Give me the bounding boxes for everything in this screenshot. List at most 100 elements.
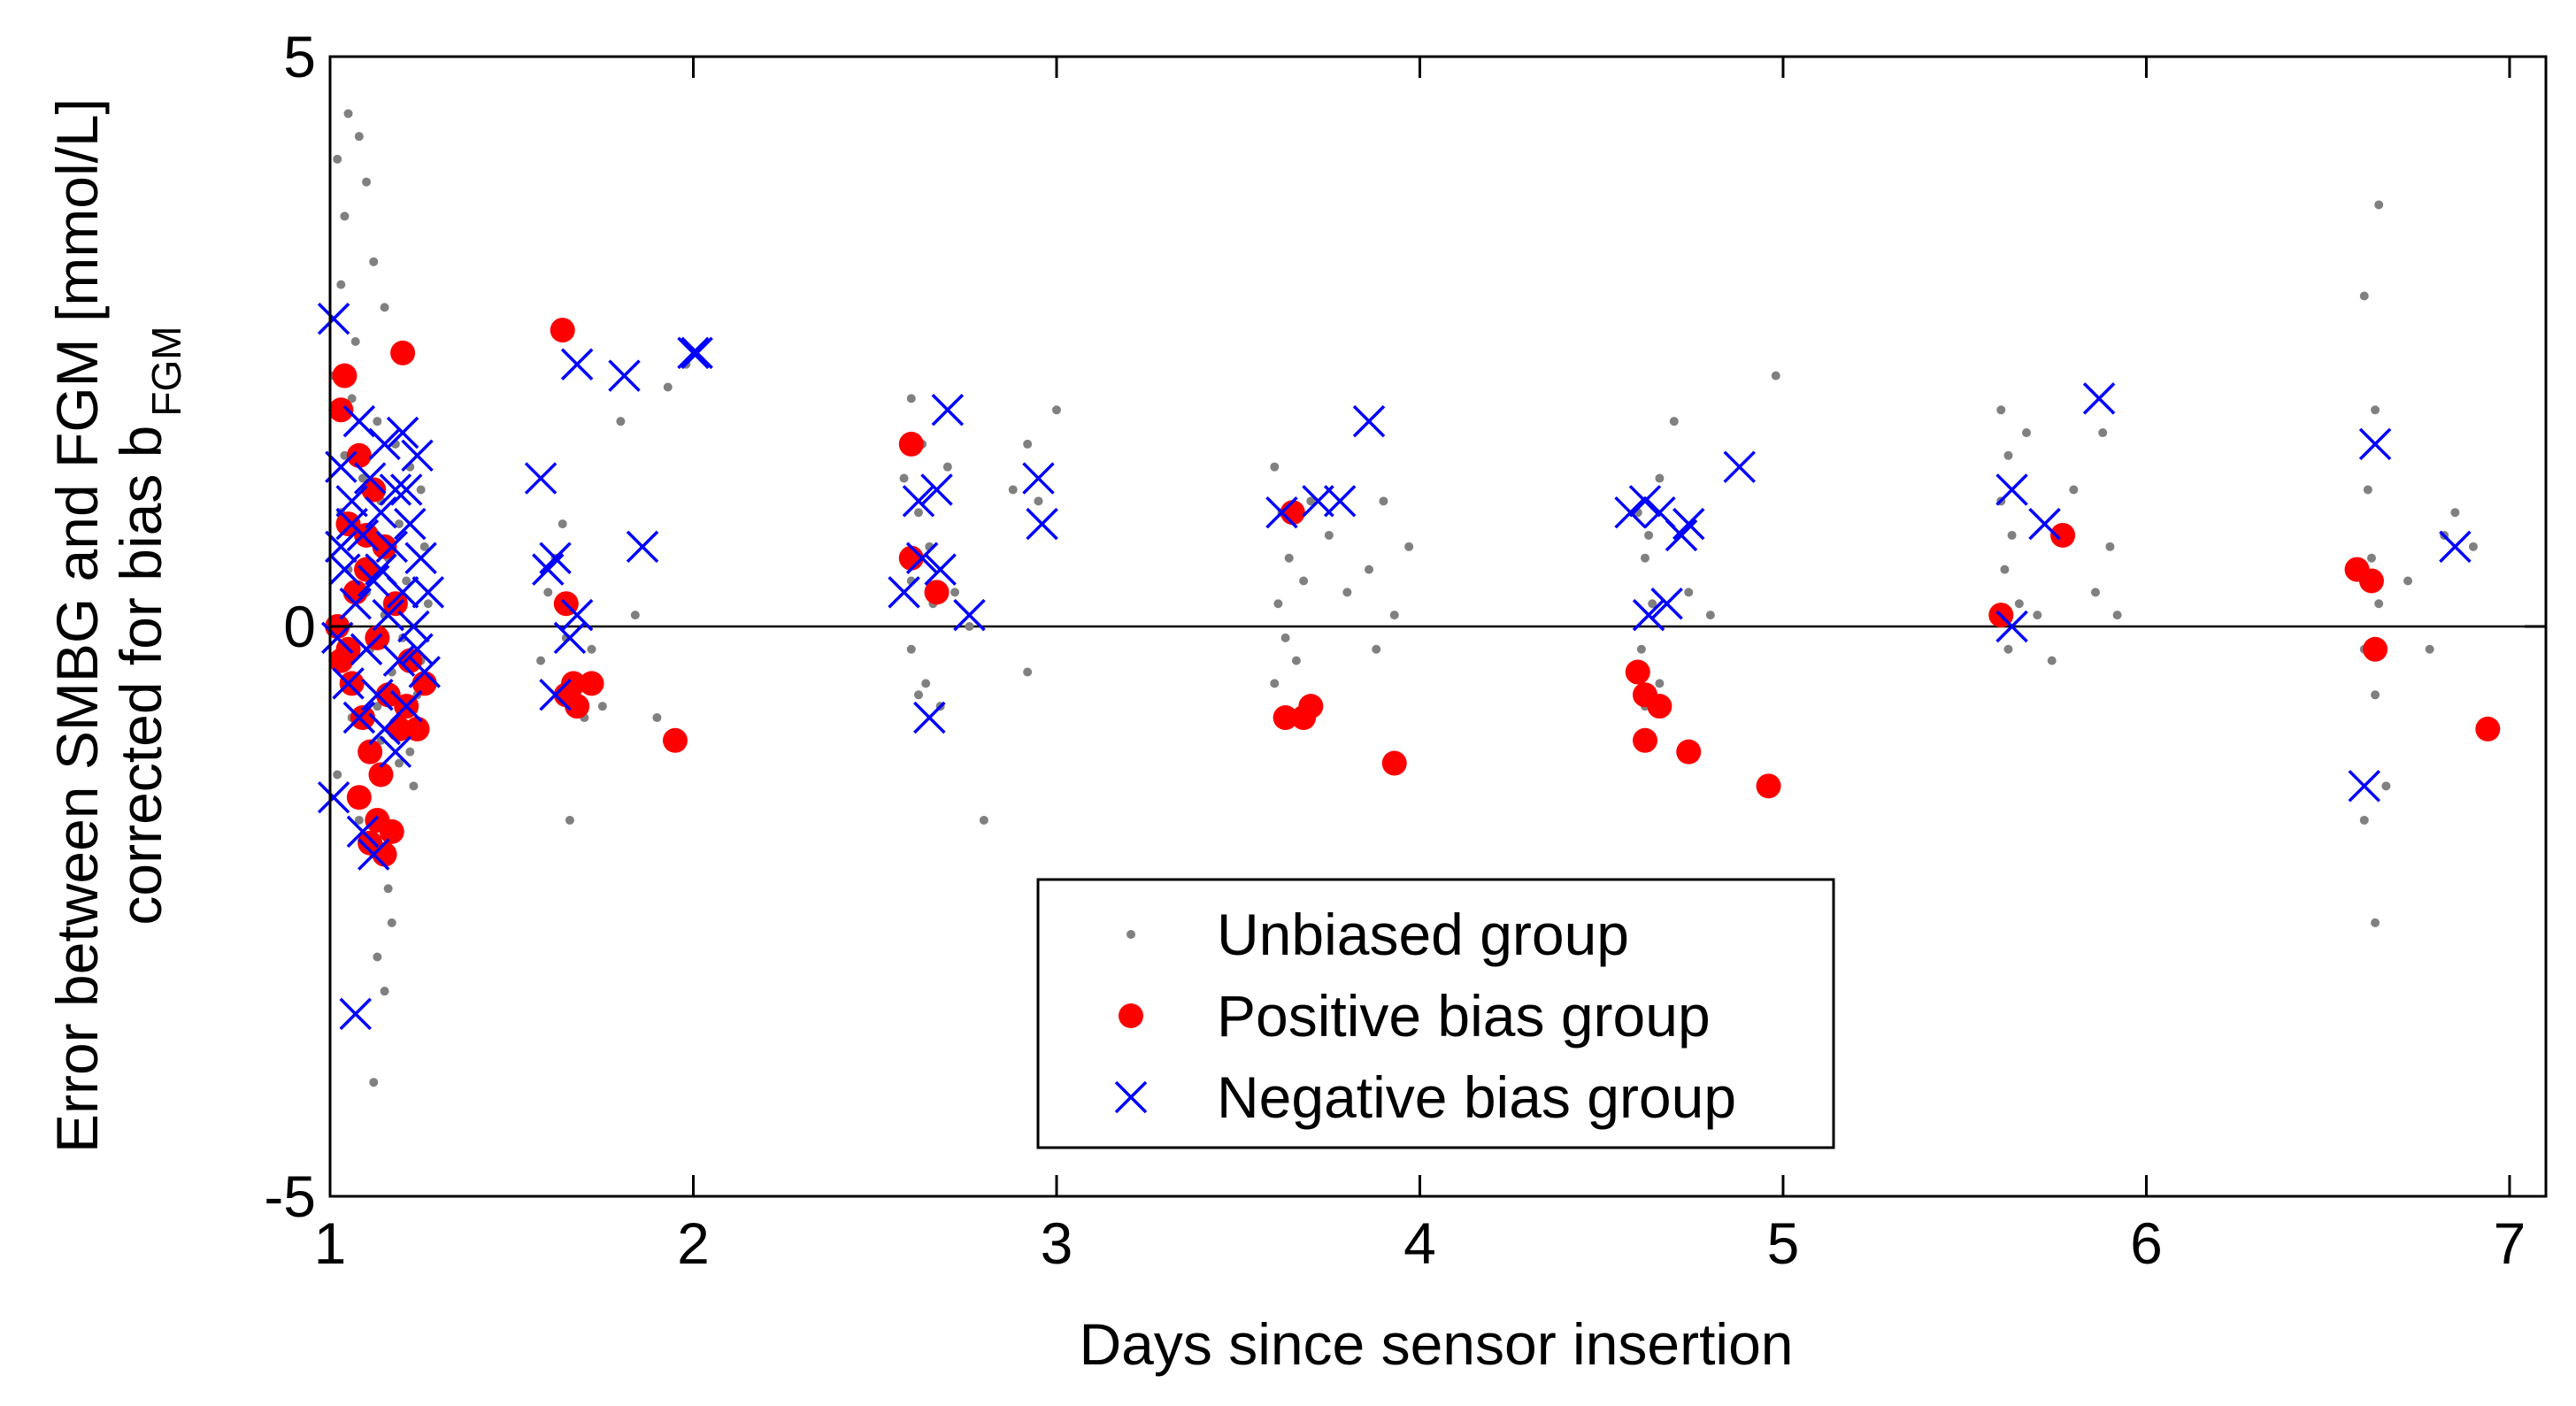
negative-bias-point — [339, 588, 372, 620]
negative-bias-point — [365, 496, 397, 529]
negative-bias-point — [1650, 588, 1683, 620]
unbiased-point — [1379, 496, 1388, 506]
negative-bias-point — [888, 576, 920, 609]
negative-bias-point — [2082, 382, 2116, 415]
positive-bias-point — [662, 727, 688, 753]
unbiased-point — [597, 702, 607, 711]
negative-bias-point — [1672, 507, 1705, 541]
unbiased-point — [409, 781, 419, 791]
negative-bias-point — [368, 427, 401, 461]
negative-bias-point — [361, 679, 394, 711]
unbiased-point — [1996, 405, 2006, 415]
unbiased-point — [1273, 599, 1283, 609]
negative-bias-point — [1628, 485, 1662, 518]
unbiased-point — [2098, 428, 2108, 438]
unbiased-point — [1655, 473, 1665, 483]
unbiased-point — [921, 679, 931, 688]
unbiased-point — [2021, 428, 2031, 438]
negative-bias-point — [560, 348, 594, 380]
negative-bias-point — [379, 473, 412, 506]
unbiased-point — [965, 622, 974, 631]
unbiased-point — [394, 758, 404, 768]
unbiased-point — [2374, 200, 2384, 210]
unbiased-point — [2003, 644, 2013, 654]
negative-bias-point — [332, 667, 365, 700]
negative-bias-point — [953, 598, 986, 632]
legend-positive-bias-label: Positive bias group — [1217, 983, 1711, 1049]
positive-bias-point — [1647, 694, 1672, 719]
negative-bias-point — [902, 485, 935, 518]
unbiased-point — [587, 644, 596, 654]
negative-bias-point — [1995, 610, 2028, 643]
negative-bias-point — [1995, 473, 2028, 506]
negative-bias-point — [524, 462, 557, 495]
y-axis-label: Error between SMBG and FGM [mmol/L] corr… — [44, 98, 189, 1153]
unbiased-point — [2069, 485, 2079, 495]
unbiased-point — [942, 462, 952, 472]
y-tick-label: -5 — [264, 1164, 316, 1229]
unbiased-point — [343, 109, 353, 119]
negative-bias-point — [681, 336, 713, 370]
negative-bias-point — [1026, 507, 1058, 541]
negative-bias-point — [394, 507, 427, 541]
negative-bias-point — [924, 553, 957, 586]
negative-bias-point — [379, 735, 412, 768]
unbiased-point — [2047, 656, 2057, 665]
positive-bias-point — [579, 671, 604, 696]
unbiased-point — [1280, 633, 1290, 642]
unbiased-point — [340, 450, 350, 460]
x-tick-label: 1 — [314, 1210, 347, 1276]
negative-bias-point — [608, 359, 641, 392]
negative-bias-point — [1723, 450, 1756, 483]
unbiased-point — [1640, 553, 1649, 563]
positive-bias-point — [411, 671, 437, 696]
unbiased-point — [387, 918, 396, 927]
unbiased-point — [1771, 371, 1780, 380]
unbiased-point — [2003, 450, 2013, 460]
negative-bias-point — [368, 712, 401, 746]
positive-bias-point — [358, 739, 383, 764]
unbiased-point — [2450, 508, 2460, 518]
positive-bias-point — [350, 705, 375, 731]
unbiased-point — [1365, 565, 1374, 574]
unbiased-point — [354, 132, 364, 142]
x-tick-label: 5 — [1767, 1210, 1800, 1276]
negative-bias-point — [2358, 427, 2392, 461]
negative-bias-point — [560, 598, 594, 632]
unbiased-point — [333, 770, 342, 780]
unbiased-point — [2000, 565, 2010, 574]
positive-bias-point — [339, 671, 365, 696]
y-axis-label-line1: Error between SMBG and FGM [mmol/L] — [44, 98, 110, 1153]
negative-bias-point — [905, 542, 939, 574]
negative-bias-point — [382, 644, 416, 677]
negative-bias-point — [1265, 496, 1298, 529]
negative-bias-point — [350, 633, 383, 665]
positive-bias-point — [404, 716, 430, 741]
unbiased-point — [2359, 291, 2369, 301]
x-axis-label: Days since sensor insertion — [1079, 1311, 1793, 1377]
unbiased-point — [2014, 599, 2024, 609]
unbiased-point — [347, 394, 357, 403]
negative-bias-point — [320, 621, 354, 655]
unbiased-point — [380, 987, 389, 996]
unbiased-point — [906, 644, 916, 654]
unbiased-point — [394, 519, 404, 529]
positive-bias-point — [1273, 705, 1298, 731]
unbiased-point — [2371, 405, 2380, 415]
unbiased-point — [362, 177, 372, 187]
x-tick-label: 3 — [1041, 1210, 1073, 1276]
unbiased-point — [405, 747, 415, 757]
unbiased-point — [333, 154, 342, 164]
negative-bias-point — [389, 473, 423, 506]
negative-bias-point — [335, 485, 368, 518]
positive-bias-point — [898, 431, 924, 457]
unbiased-point — [2105, 542, 2115, 551]
unbiased-point — [2007, 530, 2017, 540]
unbiased-point — [557, 519, 567, 529]
unbiased-point — [350, 337, 360, 346]
unbiased-point — [380, 303, 389, 312]
negative-bias-point — [2439, 530, 2472, 564]
unbiased-point — [913, 690, 923, 700]
positive-bias-point — [1676, 739, 1702, 764]
negative-bias-point — [913, 701, 946, 734]
